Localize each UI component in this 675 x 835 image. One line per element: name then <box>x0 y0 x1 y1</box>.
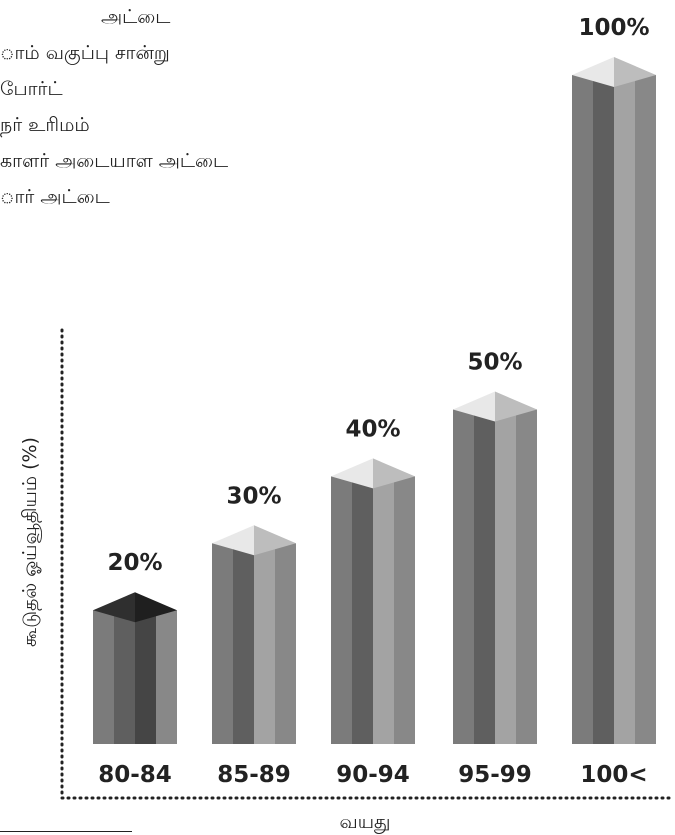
doc-line: காளர் அடையாள அட்டை <box>0 150 229 172</box>
bar-face <box>593 75 614 744</box>
footnote-rule <box>0 831 132 832</box>
bar-face <box>516 409 537 744</box>
doc-line: நர் உரிமம் <box>0 114 90 136</box>
bar <box>572 57 656 744</box>
bar-top <box>453 391 495 422</box>
bar-top <box>212 525 254 556</box>
bar-face <box>114 610 135 744</box>
bar-face <box>635 75 656 744</box>
document-text-fragment: அட்டை ாம் வகுப்பு சான்று போர்ட் நர் உரிம… <box>0 0 340 270</box>
x-tick-label: 95-99 <box>458 762 532 788</box>
bar <box>212 525 296 744</box>
bar-value-label: 30% <box>226 483 281 509</box>
bar-top <box>572 57 614 87</box>
bar-face <box>352 476 373 744</box>
bar-face <box>135 610 156 744</box>
bar <box>331 458 415 744</box>
bar-value-label: 20% <box>107 550 162 576</box>
bar-top <box>135 592 177 623</box>
bar-face <box>614 75 635 744</box>
x-tick-labels: 80-84 85-89 90-94 95-99 100< <box>98 762 647 788</box>
bar <box>93 592 177 744</box>
bar-face <box>394 476 415 744</box>
bar-face <box>275 543 296 744</box>
bar-top <box>254 525 296 556</box>
bar-face <box>156 610 177 744</box>
bar-face <box>331 476 352 744</box>
bar-top <box>495 391 537 422</box>
doc-line: அட்டை <box>101 6 171 28</box>
doc-line: போர்ட் <box>0 78 63 100</box>
bar-face <box>212 543 233 744</box>
bar-top <box>373 458 415 489</box>
x-tick-label: 100< <box>580 762 647 788</box>
bar-face <box>93 610 114 744</box>
bar-face <box>495 409 516 744</box>
bar-top <box>93 592 135 623</box>
bar-top <box>614 57 656 87</box>
bar-face <box>453 409 474 744</box>
doc-line: ார் அட்டை <box>0 186 110 208</box>
bar-face <box>254 543 275 744</box>
bar-face <box>233 543 254 744</box>
bar <box>453 391 537 744</box>
bars-group: 20% 30% 40% 50% 100% <box>93 15 656 744</box>
x-axis-title: வயது <box>340 811 391 834</box>
bar-value-label: 50% <box>467 350 522 376</box>
bar-face <box>474 409 495 744</box>
bar-value-label: 40% <box>345 416 400 442</box>
x-tick-label: 80-84 <box>98 762 172 788</box>
bar-face <box>572 75 593 744</box>
x-tick-label: 85-89 <box>217 762 291 788</box>
chart-axes <box>60 328 674 800</box>
bar-top <box>331 458 373 489</box>
x-tick-label: 90-94 <box>336 762 410 788</box>
bar-value-label: 100% <box>578 15 649 41</box>
bar-face <box>373 476 394 744</box>
y-axis-title: கூடுதல் ஓய்வூதியம் (%) <box>19 437 42 647</box>
doc-line: ாம் வகுப்பு சான்று <box>0 42 170 64</box>
